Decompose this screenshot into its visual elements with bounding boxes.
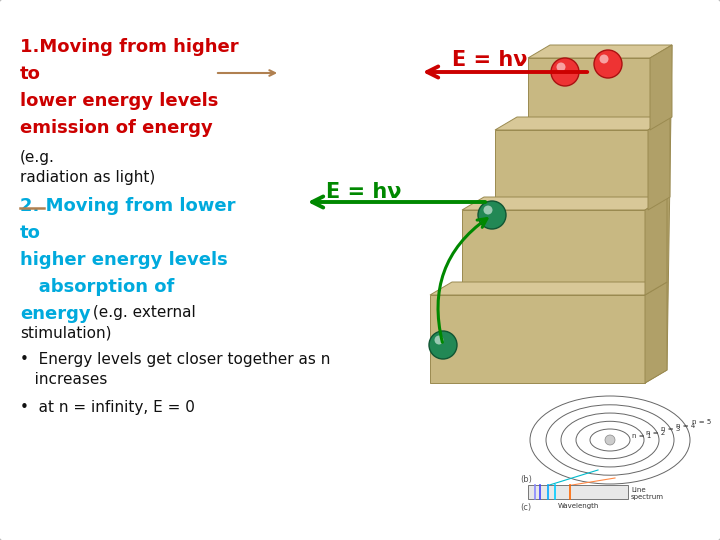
Polygon shape	[495, 117, 670, 130]
Circle shape	[600, 55, 608, 64]
Circle shape	[551, 58, 579, 86]
Bar	[528, 485, 628, 499]
Polygon shape	[528, 45, 672, 58]
Text: to: to	[20, 65, 41, 83]
Circle shape	[605, 435, 615, 445]
Polygon shape	[462, 197, 667, 210]
Text: 2. Moving from lower: 2. Moving from lower	[20, 197, 235, 215]
Text: absorption of: absorption of	[20, 278, 174, 296]
Polygon shape	[645, 45, 672, 383]
Text: •  at n = infinity, E = 0: • at n = infinity, E = 0	[20, 400, 195, 415]
Circle shape	[557, 63, 565, 71]
Polygon shape	[430, 282, 667, 295]
Circle shape	[434, 335, 444, 345]
Text: Line
spectrum: Line spectrum	[631, 487, 664, 500]
Text: stimulation): stimulation)	[20, 325, 112, 340]
FancyArrowPatch shape	[438, 219, 487, 342]
Polygon shape	[645, 282, 667, 383]
Text: Wavelength: Wavelength	[557, 503, 599, 509]
Polygon shape	[528, 58, 650, 130]
Polygon shape	[645, 197, 667, 295]
Polygon shape	[462, 210, 645, 295]
Text: (b): (b)	[520, 475, 532, 484]
Text: increases: increases	[20, 372, 107, 387]
Text: lower energy levels: lower energy levels	[20, 92, 218, 110]
Text: 1.Moving from higher: 1.Moving from higher	[20, 38, 238, 56]
Text: (e.g.: (e.g.	[20, 150, 55, 165]
Circle shape	[484, 206, 492, 214]
Text: (e.g. external: (e.g. external	[88, 305, 196, 320]
Polygon shape	[648, 117, 670, 210]
Text: n = 2: n = 2	[646, 429, 665, 436]
Text: n = 4: n = 4	[676, 423, 696, 429]
Text: radiation as light): radiation as light)	[20, 170, 156, 185]
Text: E = hν: E = hν	[452, 50, 528, 70]
Polygon shape	[495, 130, 648, 210]
Text: n = 5: n = 5	[692, 420, 711, 426]
Text: (c): (c)	[520, 503, 531, 512]
Text: to: to	[20, 224, 41, 242]
Text: E = hν: E = hν	[326, 182, 402, 202]
Polygon shape	[430, 295, 645, 383]
Circle shape	[429, 331, 457, 359]
Text: n = 1: n = 1	[632, 433, 652, 438]
Text: higher energy levels: higher energy levels	[20, 251, 228, 269]
Circle shape	[594, 50, 622, 78]
Text: emission of energy: emission of energy	[20, 119, 212, 137]
Text: n = 3: n = 3	[661, 426, 680, 432]
Text: energy: energy	[20, 305, 91, 323]
Text: •  Energy levels get closer together as n: • Energy levels get closer together as n	[20, 352, 330, 367]
Circle shape	[478, 201, 506, 229]
Polygon shape	[650, 45, 672, 130]
